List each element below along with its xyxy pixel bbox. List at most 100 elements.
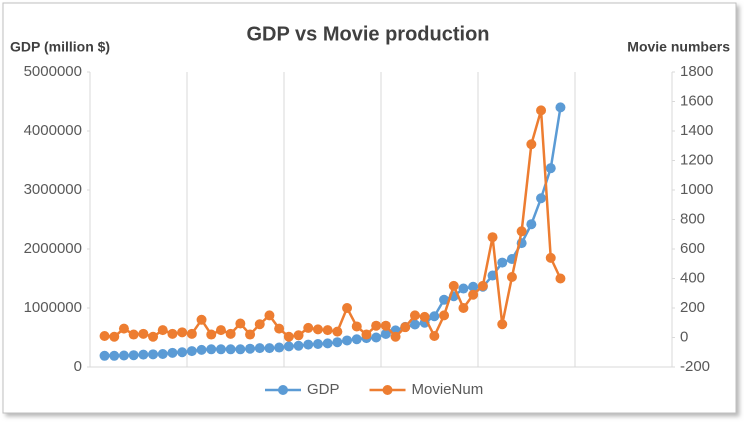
chart-title: GDP vs Movie production	[247, 23, 490, 45]
chart-frame	[2, 2, 737, 414]
point	[477, 280, 488, 291]
point	[254, 343, 265, 354]
point	[167, 328, 178, 339]
point	[215, 344, 226, 355]
point	[468, 281, 479, 292]
point	[177, 327, 188, 338]
point	[206, 344, 217, 355]
y2-tick-label: 400	[680, 269, 705, 286]
point	[506, 272, 517, 283]
point	[429, 331, 440, 342]
point	[148, 349, 159, 360]
point	[303, 322, 314, 333]
legend-label: GDP	[307, 381, 340, 398]
point	[536, 105, 547, 116]
point	[274, 323, 285, 334]
y2-tick-label: 1200	[680, 151, 713, 168]
point	[332, 326, 343, 337]
point	[351, 334, 362, 345]
y-tick-label: 2000000	[24, 240, 82, 257]
point	[322, 325, 333, 336]
point	[371, 320, 382, 331]
point	[167, 347, 178, 358]
point	[487, 270, 498, 281]
point	[497, 319, 508, 330]
point	[342, 335, 353, 346]
point	[312, 338, 323, 349]
point	[109, 331, 120, 342]
point	[245, 343, 256, 354]
point	[312, 324, 323, 335]
point	[99, 350, 110, 361]
point	[400, 322, 411, 333]
point	[128, 350, 139, 361]
point	[186, 346, 197, 357]
point	[235, 344, 246, 355]
y2-tick-label: 0	[680, 328, 688, 345]
point	[332, 337, 343, 348]
point	[409, 319, 420, 330]
point	[206, 329, 217, 340]
point	[148, 331, 159, 342]
y-tick-label: 4000000	[24, 122, 82, 139]
point	[157, 325, 168, 336]
y-axis-title: GDP (million $)	[10, 39, 110, 55]
y2-tick-label: 1400	[680, 122, 713, 139]
point	[390, 331, 401, 342]
point	[468, 289, 479, 300]
legend-marker	[278, 385, 288, 395]
point	[225, 344, 236, 355]
y2-tick-label: 1000	[680, 181, 713, 198]
point	[555, 102, 566, 113]
point	[439, 310, 450, 321]
point	[458, 303, 469, 313]
point	[526, 219, 537, 230]
point	[536, 193, 547, 204]
point	[322, 338, 333, 349]
legend-label: MovieNum	[412, 381, 484, 398]
point	[196, 314, 207, 325]
y2-axis-title: Movie numbers	[627, 39, 730, 55]
point	[371, 332, 382, 343]
point	[215, 325, 226, 336]
point	[487, 232, 498, 243]
point	[235, 318, 246, 329]
point	[283, 341, 294, 352]
y2-tick-label: 200	[680, 299, 705, 316]
point	[196, 344, 207, 355]
point	[283, 331, 294, 342]
y-tick-label: 0	[74, 358, 82, 375]
point	[245, 329, 256, 340]
point	[186, 328, 197, 339]
point	[429, 311, 440, 322]
point	[264, 310, 275, 321]
point	[274, 342, 285, 353]
point	[138, 328, 149, 339]
point	[526, 139, 537, 150]
point	[380, 320, 391, 331]
legend-marker	[382, 385, 393, 395]
y2-tick-label: 1600	[680, 92, 713, 109]
point	[157, 349, 168, 360]
y2-tick-label: 1800	[680, 63, 713, 80]
y2-tick-label: -200	[680, 358, 710, 375]
y2-tick-label: 600	[680, 240, 705, 257]
point	[293, 330, 304, 341]
point	[138, 349, 149, 360]
point	[351, 321, 362, 332]
point	[225, 328, 236, 339]
point	[439, 294, 450, 305]
point	[303, 339, 314, 350]
y-tick-label: 1000000	[24, 299, 82, 316]
point	[254, 319, 265, 330]
point	[545, 252, 556, 263]
point	[109, 350, 120, 361]
point	[448, 280, 459, 291]
y-tick-label: 3000000	[24, 181, 82, 198]
point	[118, 350, 129, 361]
point	[419, 311, 430, 322]
point	[264, 343, 275, 354]
point	[177, 347, 188, 358]
point	[118, 323, 129, 334]
